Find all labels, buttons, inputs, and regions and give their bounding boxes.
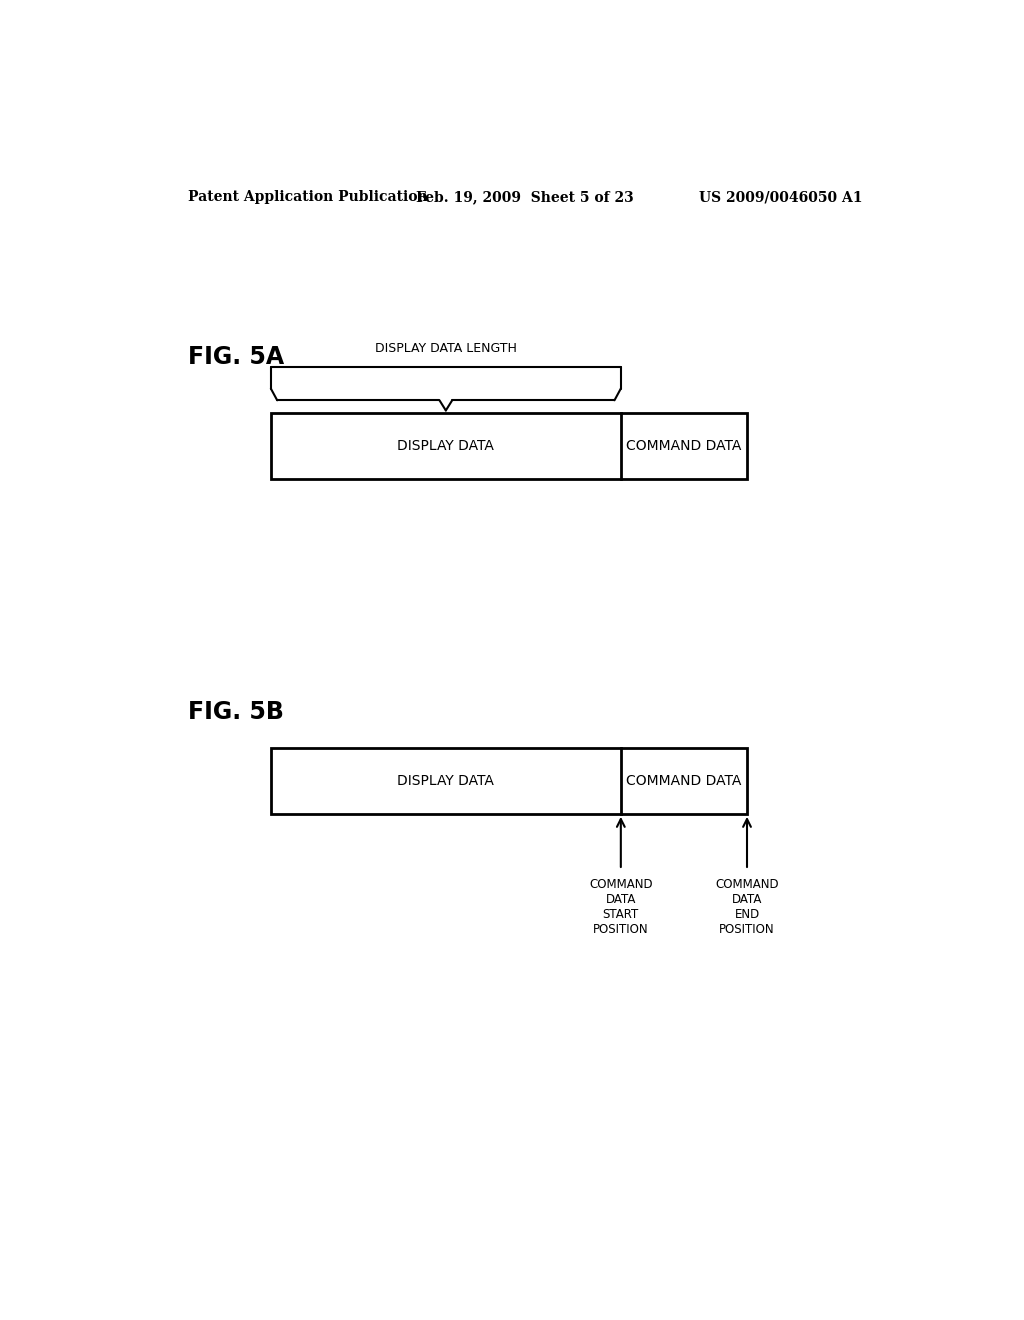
Text: DISPLAY DATA LENGTH: DISPLAY DATA LENGTH — [375, 342, 517, 355]
Text: COMMAND DATA: COMMAND DATA — [627, 774, 741, 788]
Text: DISPLAY DATA: DISPLAY DATA — [397, 774, 495, 788]
Text: Patent Application Publication: Patent Application Publication — [187, 190, 427, 205]
Text: COMMAND
DATA
START
POSITION: COMMAND DATA START POSITION — [589, 878, 652, 936]
Bar — [270, 413, 748, 479]
Bar — [270, 748, 748, 814]
Text: COMMAND
DATA
END
POSITION: COMMAND DATA END POSITION — [715, 878, 779, 936]
Text: FIG. 5B: FIG. 5B — [187, 701, 284, 725]
Text: DISPLAY DATA: DISPLAY DATA — [397, 438, 495, 453]
Text: US 2009/0046050 A1: US 2009/0046050 A1 — [698, 190, 862, 205]
Text: FIG. 5A: FIG. 5A — [187, 345, 284, 368]
Text: COMMAND DATA: COMMAND DATA — [627, 438, 741, 453]
Text: Feb. 19, 2009  Sheet 5 of 23: Feb. 19, 2009 Sheet 5 of 23 — [416, 190, 634, 205]
